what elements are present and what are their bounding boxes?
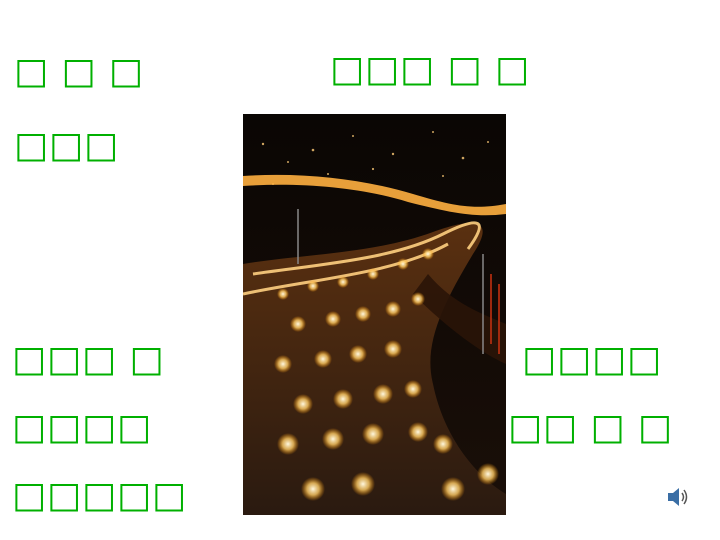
text-bottom-left-1: □□□ □ [12,339,165,380]
highway-night-photo [243,114,506,515]
text-bottom-right-2: □□ □ □ [508,407,673,448]
text-top-right: □□□ □ □ [330,49,530,90]
text-top-left-2: □□□ [14,125,120,166]
text-bottom-right-1: □□□□ [522,339,663,380]
text-bottom-left-3: □□□□□ [12,475,188,516]
speaker-icon[interactable] [664,484,690,510]
text-top-left-1: □ □ □ [14,51,144,92]
text-bottom-left-2: □□□□ [12,407,153,448]
